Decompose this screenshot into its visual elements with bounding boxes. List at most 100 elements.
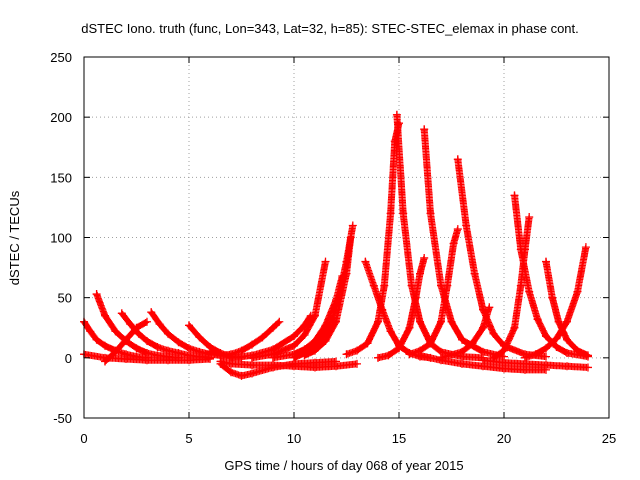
- data-point: [468, 339, 477, 348]
- data-point: [510, 191, 519, 200]
- y-tick-label: 100: [50, 231, 72, 246]
- data-point: [174, 338, 183, 347]
- series-21: [405, 225, 462, 359]
- data-point: [134, 329, 143, 338]
- data-point: [117, 309, 126, 318]
- data-point: [348, 221, 357, 230]
- data-point: [269, 353, 277, 362]
- x-tick-label: 25: [602, 431, 616, 446]
- series-18: [392, 110, 487, 362]
- series-29: [479, 356, 592, 372]
- data-point: [405, 350, 414, 359]
- data-point: [380, 281, 389, 290]
- data-point: [143, 356, 151, 365]
- data-point: [237, 371, 246, 380]
- data-point: [395, 344, 403, 353]
- data-point: [407, 281, 416, 290]
- data-point: [374, 317, 382, 326]
- data-point: [227, 368, 235, 377]
- data-point: [500, 346, 508, 355]
- data-point: [386, 327, 395, 336]
- x-tick-label: 20: [497, 431, 511, 446]
- data-point: [552, 334, 561, 343]
- series-24: [437, 303, 494, 362]
- data-point: [392, 110, 401, 119]
- data-point: [426, 209, 435, 218]
- data-point: [147, 308, 156, 317]
- data-point: [573, 346, 582, 355]
- data-point: [584, 363, 592, 372]
- data-point: [342, 350, 351, 359]
- x-tick-label: 5: [185, 431, 192, 446]
- data-point: [420, 125, 429, 134]
- data-point: [533, 315, 542, 324]
- data-point: [143, 349, 151, 358]
- data-point: [143, 336, 151, 345]
- data-point: [563, 317, 571, 326]
- data-point: [485, 303, 494, 312]
- y-tick-label: 0: [65, 351, 72, 366]
- data-point: [155, 320, 164, 329]
- data-point: [248, 353, 256, 362]
- data-point: [384, 351, 393, 360]
- data-point: [111, 327, 120, 336]
- data-point: [101, 357, 109, 366]
- x-tick-label: 10: [287, 431, 301, 446]
- data-point: [300, 351, 309, 360]
- data-point: [321, 257, 330, 266]
- data-point: [86, 327, 95, 336]
- data-point: [216, 357, 225, 366]
- data-point: [300, 330, 309, 339]
- data-point: [353, 359, 361, 368]
- data-point: [416, 317, 424, 326]
- data-point: [563, 362, 571, 371]
- data-point: [399, 209, 408, 218]
- data-point: [248, 340, 256, 349]
- data-point: [92, 335, 101, 344]
- series-10: [216, 357, 361, 372]
- data-point: [195, 333, 204, 342]
- data-point: [416, 351, 424, 360]
- data-point: [195, 347, 204, 356]
- series-5: [117, 309, 214, 362]
- data-point: [248, 369, 256, 378]
- data-point: [361, 257, 370, 266]
- data-point: [542, 257, 550, 266]
- data-point: [542, 344, 550, 353]
- data-point: [554, 317, 563, 326]
- data-point: [453, 225, 462, 234]
- data-point: [542, 361, 550, 370]
- data-point: [143, 317, 151, 326]
- data-point: [581, 243, 590, 252]
- data-point: [153, 343, 162, 352]
- data-point: [563, 335, 571, 344]
- series-15: [300, 233, 355, 360]
- data-point: [510, 323, 519, 332]
- data-point: [369, 281, 378, 290]
- data-point: [552, 343, 561, 352]
- y-tick-label: 50: [58, 291, 72, 306]
- data-point: [269, 361, 277, 370]
- data-point: [443, 281, 452, 290]
- data-point: [573, 287, 582, 296]
- data-point: [122, 335, 130, 344]
- data-point: [548, 293, 557, 302]
- data-point: [521, 359, 529, 368]
- x-axis-label: GPS time / hours of day 068 of year 2015: [224, 458, 463, 473]
- data-point: [521, 245, 529, 254]
- data-point: [449, 239, 458, 248]
- data-point: [363, 339, 372, 348]
- data-point: [447, 317, 456, 326]
- data-point: [332, 317, 340, 326]
- data-point: [479, 323, 487, 332]
- data-point: [458, 359, 466, 368]
- y-tick-label: -50: [53, 411, 72, 426]
- data-point: [420, 253, 429, 262]
- data-point: [500, 358, 508, 367]
- data-point: [122, 355, 130, 364]
- data-point: [542, 332, 550, 341]
- data-point: [311, 346, 319, 355]
- data-point: [248, 361, 256, 370]
- data-point: [132, 344, 141, 353]
- data-point: [185, 321, 193, 330]
